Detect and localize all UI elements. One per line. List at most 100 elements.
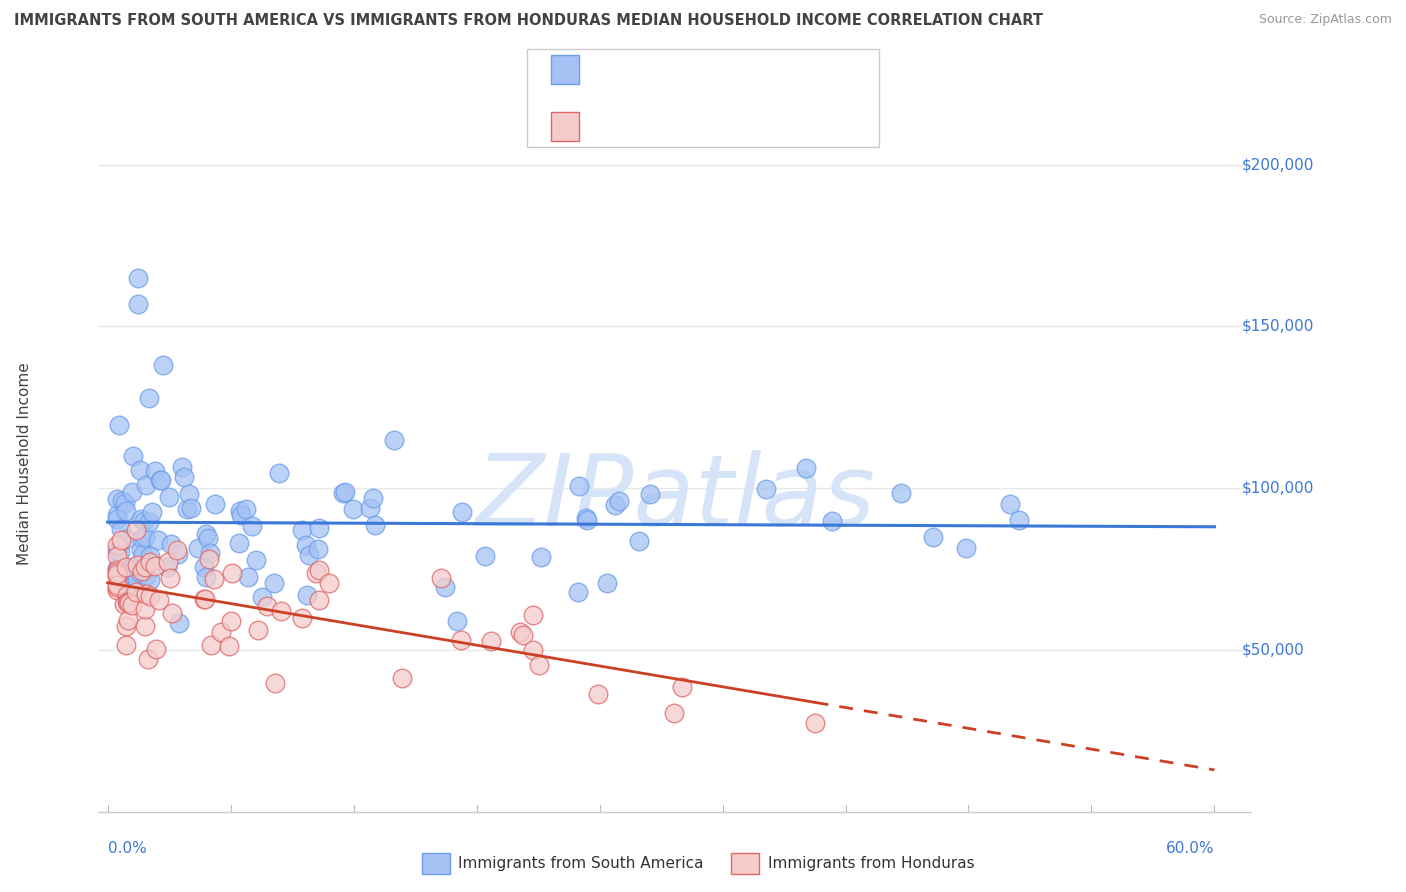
Point [139, 549, 162, 564]
Point [890, 486, 912, 500]
Point [998, 497, 1021, 511]
Point [180, 501, 202, 516]
Text: -0.214: -0.214 [619, 120, 676, 134]
Point [131, 564, 153, 578]
Point [115, 560, 138, 574]
Point [308, 563, 330, 577]
Text: -0.063: -0.063 [619, 62, 676, 77]
Point [308, 592, 330, 607]
Point [200, 638, 222, 652]
Point [138, 391, 160, 405]
Point [105, 569, 128, 583]
Point [430, 571, 453, 585]
Text: 60.0%: 60.0% [1166, 841, 1215, 855]
Point [114, 533, 136, 547]
Point [115, 582, 138, 596]
Point [134, 619, 156, 633]
Point [118, 596, 141, 610]
Point [152, 358, 174, 372]
Text: R =: R = [588, 120, 623, 134]
Point [755, 483, 778, 497]
Point [575, 511, 598, 525]
Point [391, 671, 413, 685]
Point [512, 628, 534, 642]
Point [122, 560, 145, 574]
Point [627, 534, 650, 549]
Point [127, 296, 149, 310]
Point [115, 504, 138, 518]
Point [145, 642, 167, 657]
Point [202, 573, 225, 587]
Point [173, 470, 195, 484]
Point [105, 512, 128, 526]
Point [450, 633, 472, 648]
Point [127, 572, 149, 586]
Point [527, 658, 550, 673]
Point [134, 530, 156, 544]
Point [1007, 513, 1029, 527]
Point [361, 491, 384, 506]
Point [110, 545, 132, 559]
Point [128, 566, 150, 581]
Point [586, 687, 609, 701]
Point [105, 582, 128, 597]
Text: $150,000: $150,000 [1241, 318, 1315, 334]
Text: Immigrants from Honduras: Immigrants from Honduras [768, 856, 974, 871]
Point [229, 504, 252, 518]
Point [149, 473, 172, 487]
Point [111, 493, 134, 508]
Point [576, 513, 599, 527]
Point [298, 548, 321, 562]
Point [256, 599, 278, 613]
Text: $200,000: $200,000 [1241, 157, 1315, 172]
Point [197, 532, 219, 546]
Point [250, 591, 273, 605]
Point [105, 577, 128, 591]
Point [307, 542, 329, 557]
Point [105, 492, 128, 507]
Point [135, 587, 157, 601]
Point [177, 487, 200, 501]
Point [434, 580, 457, 594]
Text: 0.0%: 0.0% [108, 841, 146, 855]
Point [105, 561, 128, 575]
Point [474, 549, 496, 563]
Point [114, 496, 136, 510]
Point [382, 434, 405, 448]
Point [240, 519, 263, 533]
Point [141, 504, 163, 518]
Point [198, 546, 221, 560]
Point [204, 497, 226, 511]
Point [122, 449, 145, 463]
Text: 105: 105 [707, 62, 741, 77]
Point [359, 500, 381, 515]
Point [117, 595, 139, 609]
Text: $100,000: $100,000 [1241, 481, 1315, 496]
Text: ZIPatlas: ZIPatlas [475, 450, 875, 547]
Point [194, 526, 217, 541]
Point [198, 552, 221, 566]
Point [364, 518, 387, 533]
Point [522, 607, 544, 622]
Point [131, 531, 153, 545]
Point [115, 618, 138, 632]
Point [821, 514, 844, 528]
Point [139, 556, 162, 570]
Point [509, 625, 531, 640]
Point [522, 642, 544, 657]
Point [335, 485, 357, 500]
Point [305, 566, 328, 580]
Point [127, 270, 149, 285]
Point [291, 611, 314, 625]
Point [148, 533, 170, 548]
Point [221, 566, 243, 581]
Point [105, 543, 128, 558]
Point [131, 547, 153, 561]
Point [166, 542, 188, 557]
Point [105, 580, 128, 594]
Point [150, 473, 173, 487]
Point [235, 501, 257, 516]
Text: IMMIGRANTS FROM SOUTH AMERICA VS IMMIGRANTS FROM HONDURAS MEDIAN HOUSEHOLD INCOM: IMMIGRANTS FROM SOUTH AMERICA VS IMMIGRA… [14, 13, 1043, 29]
Point [105, 563, 128, 577]
Point [218, 639, 240, 653]
